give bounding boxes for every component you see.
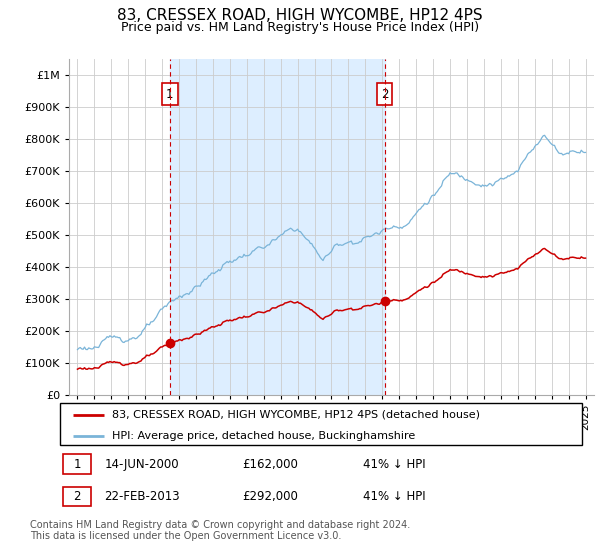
Text: Contains HM Land Registry data © Crown copyright and database right 2024.
This d: Contains HM Land Registry data © Crown c…: [30, 520, 410, 542]
Bar: [170, 59, 385, 395]
Text: 41% ↓ HPI: 41% ↓ HPI: [363, 490, 425, 503]
Text: £292,000: £292,000: [242, 490, 299, 503]
Text: 22-FEB-2013: 22-FEB-2013: [104, 490, 180, 503]
Bar: [62, 455, 91, 474]
Text: 83, CRESSEX ROAD, HIGH WYCOMBE, HP12 4PS (detached house): 83, CRESSEX ROAD, HIGH WYCOMBE, HP12 4PS…: [112, 410, 480, 420]
Text: Price paid vs. HM Land Registry's House Price Index (HPI): Price paid vs. HM Land Registry's House …: [121, 21, 479, 34]
Text: 83, CRESSEX ROAD, HIGH WYCOMBE, HP12 4PS: 83, CRESSEX ROAD, HIGH WYCOMBE, HP12 4PS: [117, 8, 483, 24]
Text: 1: 1: [73, 458, 81, 470]
Text: £162,000: £162,000: [242, 458, 299, 470]
Text: 2: 2: [73, 490, 81, 503]
Text: 2: 2: [381, 87, 388, 100]
Text: 1: 1: [166, 87, 173, 100]
Bar: [62, 487, 91, 506]
Text: 41% ↓ HPI: 41% ↓ HPI: [363, 458, 425, 470]
Text: 14-JUN-2000: 14-JUN-2000: [104, 458, 179, 470]
Text: HPI: Average price, detached house, Buckinghamshire: HPI: Average price, detached house, Buck…: [112, 431, 415, 441]
